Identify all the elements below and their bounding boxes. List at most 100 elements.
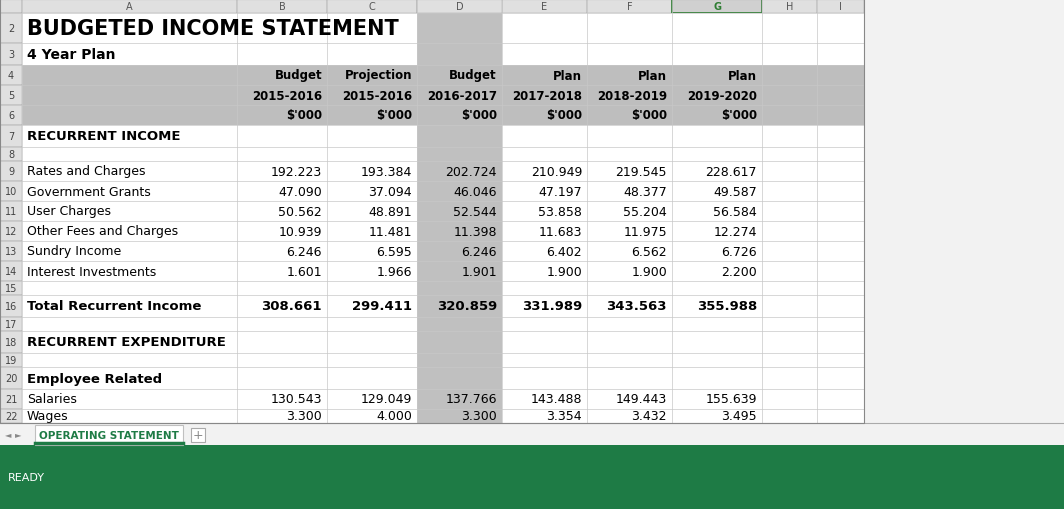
Bar <box>22 182 864 202</box>
Text: 53.858: 53.858 <box>538 205 582 218</box>
Text: $'000: $'000 <box>376 109 412 122</box>
Text: 49.587: 49.587 <box>713 185 757 198</box>
Text: Sundry Income: Sundry Income <box>27 245 121 258</box>
Text: 4: 4 <box>7 71 14 81</box>
Text: 22: 22 <box>4 411 17 421</box>
Bar <box>0 353 22 367</box>
Text: 2015-2016: 2015-2016 <box>252 89 322 102</box>
Text: 6: 6 <box>7 111 14 121</box>
Bar <box>22 66 864 86</box>
Bar <box>417 162 502 182</box>
Bar <box>417 66 502 86</box>
Text: 6.402: 6.402 <box>547 245 582 258</box>
Text: 10: 10 <box>5 187 17 196</box>
Text: 10.939: 10.939 <box>279 225 322 238</box>
Bar <box>0 389 22 409</box>
Bar <box>0 66 22 86</box>
Bar <box>22 242 864 262</box>
Bar <box>0 445 1064 509</box>
Text: OPERATING STATEMENT: OPERATING STATEMENT <box>39 430 179 440</box>
Text: Interest Investments: Interest Investments <box>27 265 156 278</box>
Text: 202.724: 202.724 <box>446 165 497 178</box>
Text: 130.543: 130.543 <box>270 393 322 406</box>
Text: 192.223: 192.223 <box>270 165 322 178</box>
Bar <box>0 423 1064 445</box>
Bar <box>417 86 502 106</box>
Text: 3.432: 3.432 <box>632 410 667 422</box>
Bar <box>417 389 502 409</box>
Text: Salaries: Salaries <box>27 393 77 406</box>
Text: 2: 2 <box>7 24 14 34</box>
Text: 16: 16 <box>5 301 17 312</box>
Text: 6.726: 6.726 <box>721 245 757 258</box>
Bar <box>22 318 864 331</box>
Text: 6.595: 6.595 <box>377 245 412 258</box>
Bar <box>0 44 22 66</box>
Bar <box>22 221 864 242</box>
Text: 20: 20 <box>5 373 17 383</box>
Bar <box>672 0 762 14</box>
Text: 299.411: 299.411 <box>352 300 412 313</box>
Text: 2015-2016: 2015-2016 <box>342 89 412 102</box>
Text: 11.398: 11.398 <box>453 225 497 238</box>
Text: 129.049: 129.049 <box>361 393 412 406</box>
Bar <box>22 66 864 86</box>
Bar <box>417 106 502 126</box>
Text: $'000: $'000 <box>546 109 582 122</box>
Bar <box>417 367 502 389</box>
Bar <box>0 126 22 148</box>
Text: 5: 5 <box>7 91 14 101</box>
Text: +: + <box>193 429 203 442</box>
Text: 19: 19 <box>5 355 17 365</box>
Bar <box>22 86 864 106</box>
Text: 343.563: 343.563 <box>606 300 667 313</box>
Text: RECURRENT EXPENDITURE: RECURRENT EXPENDITURE <box>27 336 226 349</box>
Text: Projection: Projection <box>345 69 412 82</box>
Bar <box>417 409 502 423</box>
Bar <box>0 295 22 318</box>
Text: Plan: Plan <box>638 69 667 82</box>
Bar <box>22 106 864 126</box>
Text: 47.197: 47.197 <box>538 185 582 198</box>
Bar <box>0 162 22 182</box>
Bar <box>417 281 502 295</box>
Text: 46.046: 46.046 <box>453 185 497 198</box>
Text: $'000: $'000 <box>721 109 757 122</box>
Text: $'000: $'000 <box>631 109 667 122</box>
Text: Budget: Budget <box>449 69 497 82</box>
Bar <box>22 331 864 353</box>
Bar <box>0 242 22 262</box>
Bar <box>22 281 864 295</box>
Text: 1.900: 1.900 <box>546 265 582 278</box>
Bar <box>192 428 205 442</box>
Text: 355.988: 355.988 <box>697 300 757 313</box>
Text: 11.481: 11.481 <box>368 225 412 238</box>
Bar <box>0 86 22 106</box>
Text: F: F <box>627 2 632 12</box>
Text: 3.354: 3.354 <box>547 410 582 422</box>
Text: 13: 13 <box>5 246 17 257</box>
Text: 331.989: 331.989 <box>521 300 582 313</box>
Text: Plan: Plan <box>553 69 582 82</box>
Bar <box>587 0 672 14</box>
Text: 3.495: 3.495 <box>721 410 757 422</box>
Text: 1.601: 1.601 <box>286 265 322 278</box>
Text: 11.975: 11.975 <box>624 225 667 238</box>
Text: 308.661: 308.661 <box>262 300 322 313</box>
Text: 15: 15 <box>5 284 17 293</box>
Bar <box>22 262 864 281</box>
Bar <box>502 0 587 14</box>
Bar <box>22 126 864 148</box>
Text: I: I <box>839 2 842 12</box>
Text: 1.966: 1.966 <box>377 265 412 278</box>
Bar <box>417 148 502 162</box>
Bar <box>22 409 864 423</box>
Bar <box>22 86 864 106</box>
Text: 228.617: 228.617 <box>705 165 757 178</box>
Bar <box>417 262 502 281</box>
Text: Other Fees and Charges: Other Fees and Charges <box>27 225 178 238</box>
Text: 155.639: 155.639 <box>705 393 757 406</box>
Text: D: D <box>455 2 463 12</box>
Text: 8: 8 <box>7 150 14 160</box>
Bar <box>864 0 1064 423</box>
